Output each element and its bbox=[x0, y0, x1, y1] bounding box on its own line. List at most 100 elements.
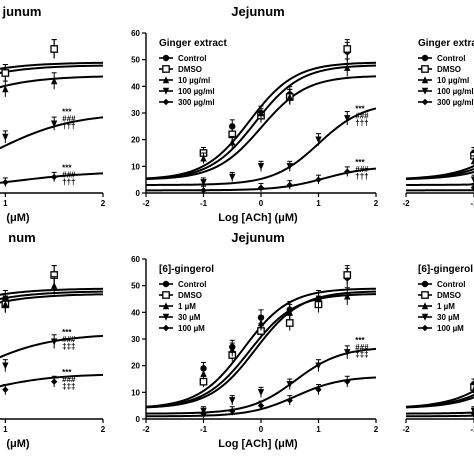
x-tick-label: 1 bbox=[316, 199, 321, 208]
data-point bbox=[229, 397, 236, 405]
legend-marker bbox=[421, 324, 429, 332]
x-tick-label: -1 bbox=[200, 199, 208, 208]
significance-label: ‡‡‡ bbox=[62, 342, 75, 351]
x-tick-label: -2 bbox=[402, 199, 410, 208]
data-point bbox=[200, 369, 207, 377]
legend-entry: Control bbox=[178, 280, 206, 289]
x-tick-label: 0 bbox=[259, 199, 264, 208]
legend-entry: Control bbox=[437, 54, 465, 63]
data-point bbox=[2, 386, 9, 393]
data-point bbox=[50, 173, 58, 181]
data-point bbox=[315, 386, 322, 393]
data-point bbox=[200, 410, 207, 417]
chart-panel-right-bottom: -2 -1 [6]-gingerol Control DMSO 1 µM 30 µM 100 … bbox=[402, 264, 474, 434]
data-point bbox=[257, 163, 265, 171]
data-point bbox=[315, 295, 322, 303]
significance-label: ††† bbox=[355, 172, 368, 181]
legend-entry: 1 µM bbox=[437, 302, 455, 311]
legend-entry: DMSO bbox=[437, 291, 461, 300]
y-tick-label: 30 bbox=[131, 335, 140, 344]
data-point bbox=[229, 407, 236, 415]
legend-entry: DMSO bbox=[437, 65, 461, 74]
data-point bbox=[343, 45, 352, 53]
fit-curve-1 bbox=[0, 64, 103, 74]
data-point bbox=[257, 389, 265, 397]
legend-entry: 30 µM bbox=[437, 313, 460, 322]
fit-curve-4 bbox=[406, 414, 474, 418]
fit-curve-0 bbox=[0, 61, 103, 70]
x-tick-label: -2 bbox=[142, 199, 150, 208]
x-tick-label: 1 bbox=[3, 199, 8, 208]
data-point bbox=[315, 362, 322, 370]
data-point bbox=[50, 338, 58, 346]
fit-curve-2 bbox=[0, 293, 103, 304]
x-tick-label: 1 bbox=[316, 425, 321, 434]
chart-title: Jejunum bbox=[231, 230, 284, 245]
fit-curve-0 bbox=[406, 164, 474, 180]
legend-marker bbox=[162, 65, 170, 73]
data-point bbox=[344, 168, 351, 175]
fit-curve-3 bbox=[146, 107, 376, 186]
significance-label: ‡‡‡ bbox=[355, 350, 368, 359]
legend-marker bbox=[162, 291, 170, 299]
legend-entry: 300 µg/ml bbox=[178, 98, 215, 107]
legend-marker bbox=[162, 54, 170, 62]
data-point bbox=[315, 136, 322, 144]
y-tick-label: 60 bbox=[131, 255, 140, 264]
y-tick-label: 0 bbox=[136, 415, 141, 424]
data-points bbox=[1, 265, 59, 395]
fit-curve-4 bbox=[406, 189, 474, 192]
legend-marker bbox=[162, 87, 170, 95]
significance-label: ### bbox=[355, 165, 369, 174]
y-tick-label: 30 bbox=[131, 109, 140, 118]
data-point bbox=[50, 378, 58, 385]
x-tick-label: -2 bbox=[142, 425, 150, 434]
legend-marker bbox=[162, 98, 170, 106]
y-tick-label: 20 bbox=[131, 136, 140, 145]
data-points bbox=[199, 265, 352, 418]
x-tick-label: -1 bbox=[470, 199, 474, 208]
x-axis-label: (μM) bbox=[6, 212, 30, 224]
data-point bbox=[229, 173, 236, 181]
data-point bbox=[50, 45, 59, 53]
legend-entry: 100 µg/ml bbox=[178, 87, 215, 96]
data-point bbox=[470, 410, 474, 417]
significance-label: ††† bbox=[355, 119, 368, 128]
chart-title: num bbox=[8, 230, 35, 245]
data-point bbox=[286, 381, 293, 389]
x-tick-label: 2 bbox=[374, 425, 379, 434]
legend-title: [6]-gingerol bbox=[159, 264, 214, 275]
legend-entry: 30 µM bbox=[178, 313, 201, 322]
y-tick-label: 10 bbox=[131, 388, 140, 397]
data-point bbox=[257, 319, 265, 327]
x-axis-label: (μM) bbox=[6, 438, 30, 450]
data-point bbox=[470, 157, 474, 165]
legend-marker bbox=[421, 302, 429, 310]
significance-label: *** bbox=[355, 336, 365, 345]
data-point bbox=[344, 349, 351, 357]
legend-entry: 300 µg/ml bbox=[437, 98, 474, 107]
legend-marker bbox=[421, 87, 429, 95]
legend-marker bbox=[421, 280, 429, 288]
x-tick-label: 2 bbox=[101, 199, 106, 208]
data-point bbox=[257, 184, 265, 191]
legend-title: [6]-gingerol bbox=[418, 264, 473, 275]
data-point bbox=[2, 362, 9, 370]
data-point bbox=[2, 133, 9, 141]
legend-entry: Control bbox=[437, 280, 465, 289]
fit-curve-4 bbox=[0, 373, 103, 388]
legend-marker bbox=[421, 54, 429, 62]
chart-panel-right-top: -2 -1 Ginger extract Control DMSO 10 µg/ml 100… bbox=[402, 38, 474, 208]
fit-curve-2 bbox=[406, 170, 474, 181]
legend-entry: 100 µg/ml bbox=[437, 87, 474, 96]
data-points bbox=[199, 39, 352, 195]
significance-label: *** bbox=[355, 158, 365, 167]
legend-entry: 1 µM bbox=[178, 302, 196, 311]
fit-curve-0 bbox=[0, 287, 103, 296]
legend-entry: 100 µM bbox=[437, 324, 464, 333]
data-point bbox=[343, 271, 352, 279]
legend: [6]-gingerol Control DMSO 1 µM 30 µM 100 µM bbox=[159, 264, 214, 333]
legend-entry: 10 µg/ml bbox=[437, 76, 469, 85]
data-point bbox=[315, 176, 322, 183]
legend-entry: Control bbox=[178, 54, 206, 63]
